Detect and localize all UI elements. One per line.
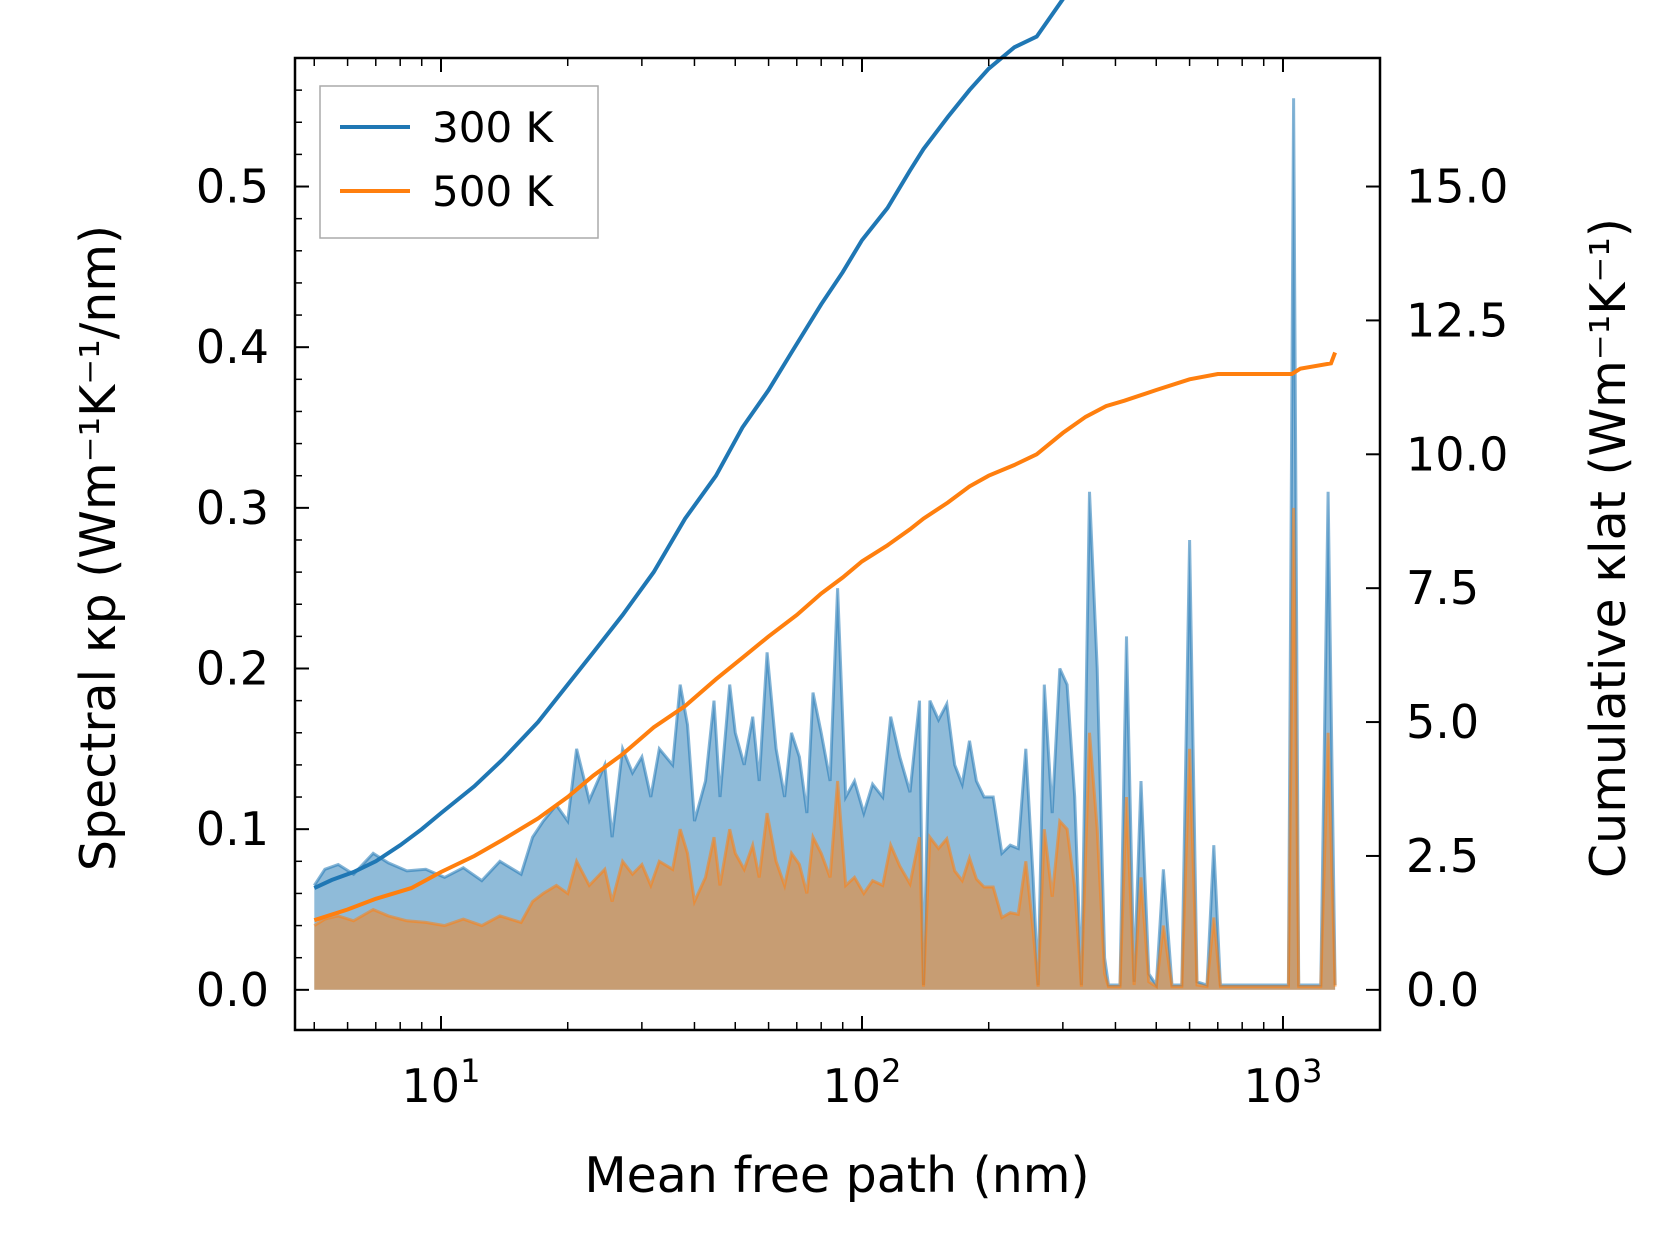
spectral-area-300k bbox=[314, 98, 1336, 990]
y-right-axis-label: Cumulative κlat (Wm⁻¹K⁻¹) bbox=[1580, 218, 1637, 878]
axis-ticks: 101 102 103 0.0 0.1 0.2 0.3 0.4 0.5 0.0 2.5 5.0 7.5 1… bbox=[196, 58, 1508, 1113]
y-left-axis-label: Spectral κp (Wm⁻¹K⁻¹/nm) bbox=[70, 225, 127, 871]
y-left-tick-label: 0.1 bbox=[196, 802, 269, 856]
y-left-tick-label: 0.4 bbox=[196, 320, 269, 374]
y-right-tick-label: 10.0 bbox=[1406, 427, 1508, 481]
legend: 300 K 500 K bbox=[319, 85, 599, 239]
cumulative-line-500k bbox=[313, 351, 1337, 923]
spectral-line-300k bbox=[313, 98, 1337, 990]
spectral-area-500k bbox=[314, 507, 1336, 990]
cumulative-line-300k bbox=[313, 0, 1065, 890]
spectral-line-500k bbox=[313, 507, 1337, 990]
legend-label-500k: 500 K bbox=[432, 167, 555, 216]
y-right-tick-label: 12.5 bbox=[1406, 293, 1508, 347]
x-axis-label: Mean free path (nm) bbox=[584, 1147, 1089, 1204]
legend-label-300k: 300 K bbox=[432, 103, 555, 152]
y-left-tick-label: 0.5 bbox=[196, 160, 269, 214]
plot-frame bbox=[293, 56, 1382, 1032]
y-right-tick-label: 7.5 bbox=[1406, 561, 1479, 615]
y-left-tick-label: 0.3 bbox=[196, 481, 269, 535]
y-right-tick-label: 0.0 bbox=[1406, 963, 1479, 1017]
x-tick-label: 102 bbox=[823, 1052, 902, 1113]
legend-box bbox=[319, 85, 599, 239]
spectral-fills bbox=[313, 98, 1337, 990]
x-tick-label: 101 bbox=[402, 1052, 481, 1113]
y-right-tick-label: 2.5 bbox=[1406, 829, 1479, 883]
series-lines bbox=[313, 0, 1337, 923]
x-tick-label: 103 bbox=[1244, 1052, 1323, 1113]
y-left-tick-label: 0.0 bbox=[196, 963, 269, 1017]
y-right-tick-label: 15.0 bbox=[1406, 160, 1508, 214]
y-right-tick-label: 5.0 bbox=[1406, 695, 1479, 749]
y-left-tick-label: 0.2 bbox=[196, 642, 269, 696]
